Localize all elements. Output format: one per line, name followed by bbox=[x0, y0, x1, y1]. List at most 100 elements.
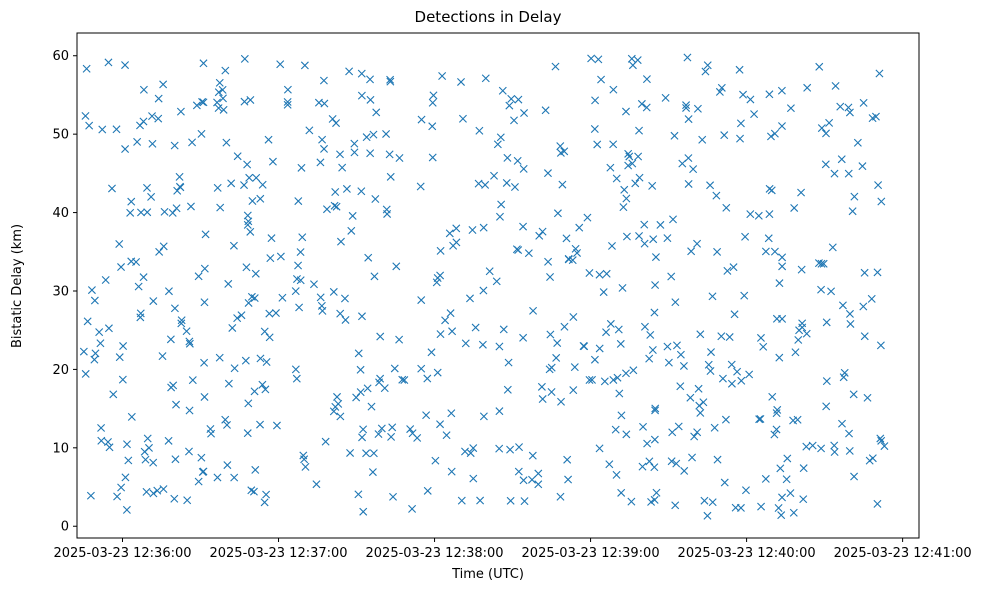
y-tick-label: 0 bbox=[61, 520, 69, 535]
data-point bbox=[333, 392, 342, 401]
data-point bbox=[366, 95, 375, 104]
data-point bbox=[845, 429, 854, 438]
data-point bbox=[795, 326, 804, 335]
data-point bbox=[457, 77, 466, 86]
data-point bbox=[495, 212, 504, 221]
data-point bbox=[387, 432, 396, 441]
data-point bbox=[104, 324, 113, 333]
data-point bbox=[682, 103, 691, 112]
y-tick-label: 10 bbox=[52, 441, 69, 456]
data-point bbox=[227, 179, 236, 188]
data-point bbox=[679, 361, 688, 370]
data-point bbox=[797, 265, 806, 274]
data-point bbox=[698, 135, 707, 144]
data-point bbox=[836, 102, 845, 111]
data-point bbox=[148, 112, 157, 121]
data-point bbox=[764, 234, 773, 243]
data-point bbox=[766, 132, 775, 141]
data-point bbox=[262, 490, 271, 499]
data-point bbox=[712, 191, 721, 200]
data-point bbox=[534, 480, 543, 489]
data-point bbox=[683, 53, 692, 62]
y-tick-label: 40 bbox=[52, 206, 69, 221]
data-point bbox=[296, 248, 305, 257]
data-point bbox=[469, 444, 478, 453]
data-point bbox=[528, 475, 537, 484]
data-point bbox=[735, 65, 744, 74]
data-point bbox=[802, 442, 811, 451]
data-point bbox=[590, 124, 599, 133]
data-point bbox=[338, 163, 347, 172]
data-point bbox=[356, 365, 365, 374]
data-point bbox=[247, 292, 256, 301]
data-point bbox=[514, 467, 523, 476]
data-point bbox=[621, 369, 630, 378]
data-point bbox=[438, 71, 447, 80]
data-point bbox=[107, 184, 116, 193]
data-point bbox=[706, 181, 715, 190]
data-point bbox=[447, 467, 456, 476]
data-point bbox=[493, 140, 502, 149]
data-point bbox=[200, 358, 209, 367]
data-point bbox=[229, 241, 238, 250]
data-point bbox=[571, 244, 580, 253]
data-point bbox=[859, 302, 868, 311]
data-point bbox=[499, 325, 508, 334]
data-point bbox=[252, 173, 261, 182]
data-point bbox=[417, 364, 426, 373]
data-point bbox=[661, 93, 670, 102]
data-point bbox=[372, 108, 381, 117]
data-point bbox=[136, 309, 145, 318]
data-point bbox=[139, 117, 148, 126]
data-point bbox=[136, 208, 145, 217]
data-point bbox=[595, 444, 604, 453]
data-point bbox=[741, 232, 750, 241]
data-point bbox=[557, 397, 566, 406]
data-point bbox=[124, 456, 133, 465]
data-point bbox=[159, 485, 168, 494]
data-point bbox=[717, 83, 726, 92]
data-point bbox=[321, 437, 330, 446]
data-point bbox=[241, 356, 250, 365]
plot-frame bbox=[76, 32, 920, 539]
data-point bbox=[822, 129, 830, 138]
x-tick-label: 2025-03-23 12:39:00 bbox=[522, 546, 660, 561]
data-point bbox=[575, 223, 584, 232]
data-point bbox=[358, 433, 367, 442]
data-point bbox=[519, 164, 528, 173]
data-point bbox=[245, 173, 254, 182]
data-point bbox=[479, 223, 488, 232]
data-point bbox=[441, 316, 450, 325]
data-point bbox=[400, 376, 409, 385]
data-point bbox=[667, 272, 676, 281]
data-point bbox=[385, 150, 394, 159]
data-point bbox=[330, 201, 339, 210]
data-point bbox=[618, 283, 627, 292]
data-point bbox=[247, 486, 256, 495]
data-point bbox=[258, 180, 267, 189]
data-point bbox=[514, 95, 523, 104]
data-point bbox=[428, 98, 437, 107]
data-point bbox=[436, 420, 445, 429]
data-point bbox=[850, 192, 859, 201]
data-point bbox=[295, 303, 304, 312]
data-point bbox=[876, 434, 885, 443]
data-point bbox=[127, 197, 136, 206]
data-point bbox=[176, 107, 185, 116]
data-point bbox=[336, 412, 345, 421]
data-point bbox=[717, 332, 726, 341]
data-point bbox=[97, 423, 106, 432]
data-point bbox=[188, 138, 197, 147]
data-point bbox=[214, 88, 223, 97]
data-point bbox=[433, 368, 442, 377]
data-point bbox=[133, 137, 142, 146]
data-point bbox=[186, 202, 195, 211]
data-point bbox=[170, 494, 179, 503]
data-point bbox=[803, 83, 812, 92]
data-point bbox=[219, 94, 227, 103]
data-point bbox=[754, 211, 763, 220]
data-point bbox=[713, 247, 722, 256]
data-point bbox=[651, 281, 660, 290]
data-point bbox=[617, 411, 626, 420]
data-point bbox=[670, 131, 679, 140]
